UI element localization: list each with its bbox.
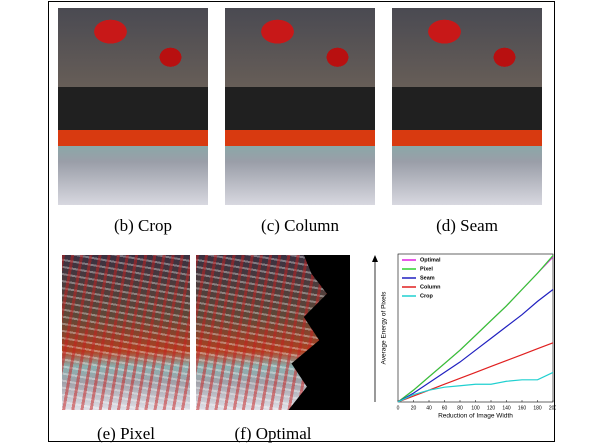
y-axis-label: Average Energy of Pixels	[381, 291, 388, 365]
x-tick-label: 100	[471, 405, 480, 411]
photo-column	[225, 8, 375, 205]
legend-label: Seam	[420, 275, 435, 281]
legend-label: Pixel	[420, 266, 433, 272]
x-tick-label: 80	[457, 405, 463, 411]
x-tick-label: 40	[426, 405, 432, 411]
caption: (b) Crop	[63, 216, 223, 236]
x-tick-label: 60	[442, 405, 448, 411]
legend-label: Crop	[420, 293, 433, 299]
arrow-head	[372, 255, 378, 262]
photo-pixel	[62, 255, 190, 410]
series-line	[398, 372, 553, 402]
x-tick-label: 200	[549, 405, 556, 411]
photo-crop	[58, 8, 208, 205]
x-tick-label: 180	[533, 405, 542, 411]
caption: (d) Seam	[387, 216, 547, 236]
x-tick-label: 20	[411, 405, 417, 411]
x-tick-label: 120	[487, 405, 496, 411]
x-axis-label: Reduction of Image Width	[438, 413, 513, 420]
photo-optimal	[196, 255, 350, 410]
series-line	[398, 290, 553, 402]
chart: 0 20 40 60 80 100 120 140 160 180 200 Reduction of …	[370, 248, 556, 422]
x-tick-label: 0	[397, 405, 400, 411]
caption: (c) Column	[220, 216, 380, 236]
page: (b) Crop (c) Column (d) Seam (e) Pixel (…	[0, 0, 602, 445]
legend-label: Column	[420, 284, 441, 290]
series-line	[398, 343, 553, 402]
photo-seam	[392, 8, 542, 205]
caption: (e) Pixel	[46, 424, 206, 444]
x-tick-label: 140	[502, 405, 511, 411]
black-region	[196, 255, 350, 410]
caption: (f) Optimal	[193, 424, 353, 444]
legend-label: Optimal	[420, 257, 441, 263]
x-tick-label: 160	[518, 405, 527, 411]
